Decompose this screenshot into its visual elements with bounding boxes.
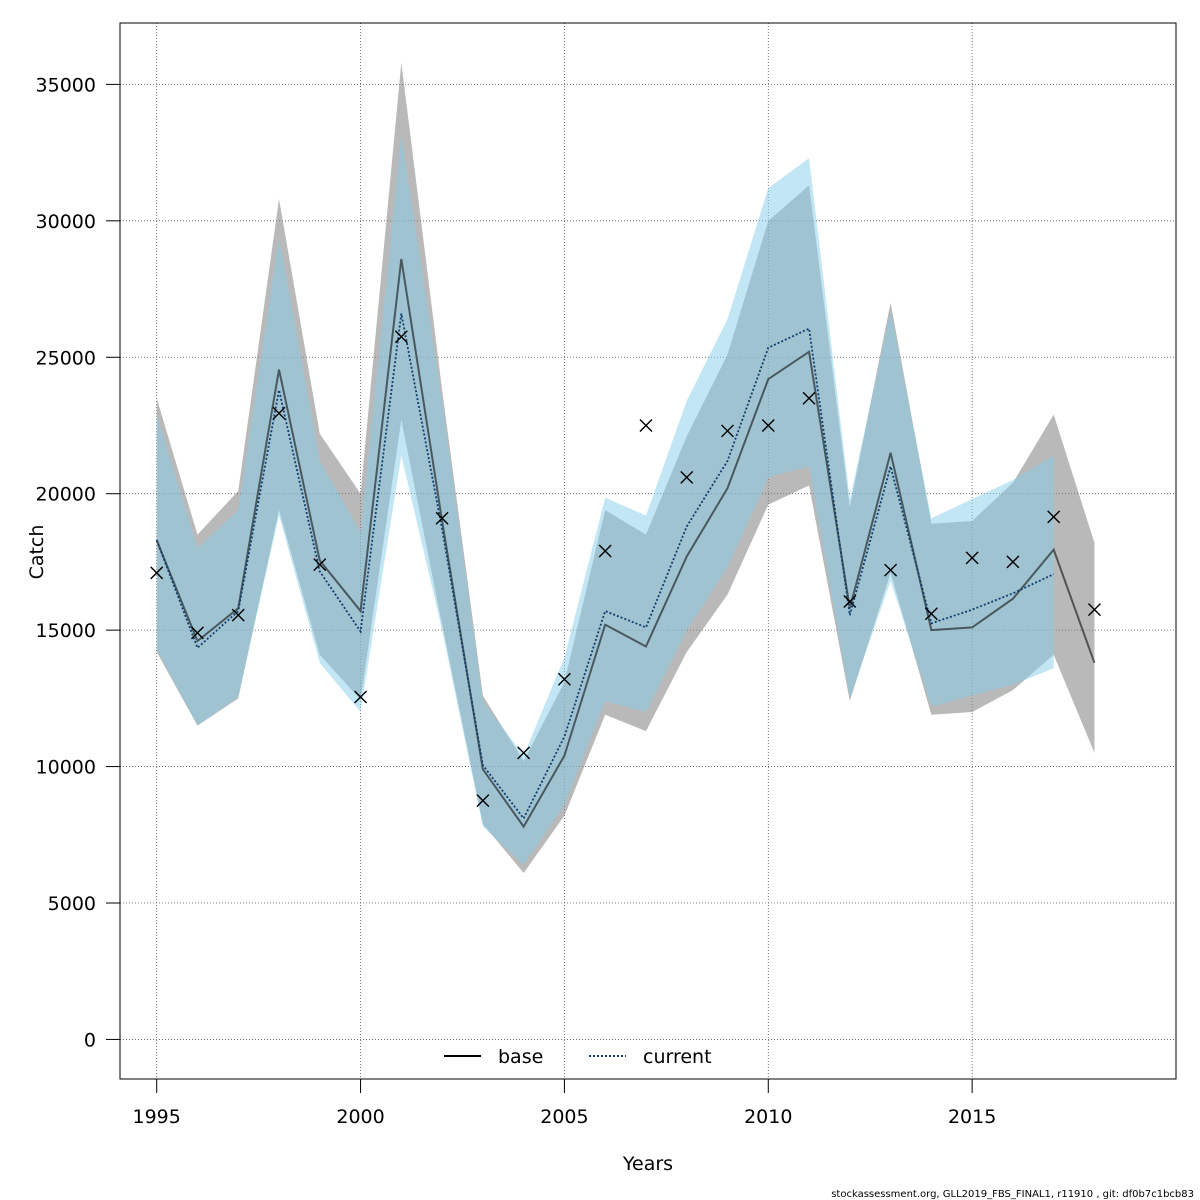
y-tick-label: 0: [84, 1029, 96, 1051]
observed-point: [965, 551, 979, 565]
observed-point: [761, 418, 775, 432]
observed-point: [843, 594, 857, 608]
observed-point: [231, 608, 245, 622]
observed-point: [354, 690, 368, 704]
x-tick-label: 1995: [133, 1106, 181, 1128]
observed-point: [190, 626, 204, 640]
x-tick-label: 2015: [948, 1106, 996, 1128]
legend-current-label: current: [643, 1046, 712, 1068]
observed-point: [272, 406, 286, 420]
y-tick-label: 10000: [36, 757, 96, 779]
legend-base-label: base: [498, 1046, 543, 1068]
observed-point: [924, 607, 938, 621]
x-tick-label: 2010: [744, 1106, 792, 1128]
observed-point: [639, 418, 653, 432]
observed-point: [435, 511, 449, 525]
y-tick-label: 5000: [48, 893, 96, 915]
footer-credit: stockassessment.org, GLL2019_FBS_FINAL1,…: [831, 1189, 1194, 1200]
y-tick-label: 25000: [36, 347, 96, 369]
observed-point: [598, 544, 612, 558]
series-line-current: [155, 313, 1055, 821]
confidence-band-current: [156, 136, 1054, 865]
observed-catch-points: [150, 330, 1101, 808]
y-tick-label: 35000: [36, 74, 96, 96]
series-lines: [155, 258, 1096, 829]
observed-point: [517, 746, 531, 760]
y-tick-label: 30000: [36, 211, 96, 233]
observed-point: [394, 330, 408, 344]
observed-point: [557, 672, 571, 686]
observed-point: [680, 470, 694, 484]
observed-point: [884, 563, 898, 577]
observed-point: [1006, 555, 1020, 569]
axes: 1995 2000 2005 2010 2015 0 5000 10000 15000 20000…: [36, 74, 997, 1128]
confidence-bands: [156, 62, 1095, 873]
x-tick-label: 2000: [336, 1106, 384, 1128]
legend: base current: [444, 1046, 712, 1068]
observed-point: [476, 794, 490, 808]
observed-point: [721, 424, 735, 438]
observed-point: [313, 558, 327, 572]
series-line-base: [155, 258, 1096, 829]
y-tick-label: 15000: [36, 620, 96, 642]
y-axis-title: Catch: [26, 525, 48, 580]
x-tick-label: 2005: [540, 1106, 588, 1128]
x-axis-title: Years: [622, 1153, 673, 1175]
observed-point: [150, 566, 164, 580]
observed-point: [802, 391, 816, 405]
observed-point: [1047, 510, 1061, 524]
observed-point: [1087, 603, 1101, 617]
y-tick-label: 20000: [36, 484, 96, 506]
